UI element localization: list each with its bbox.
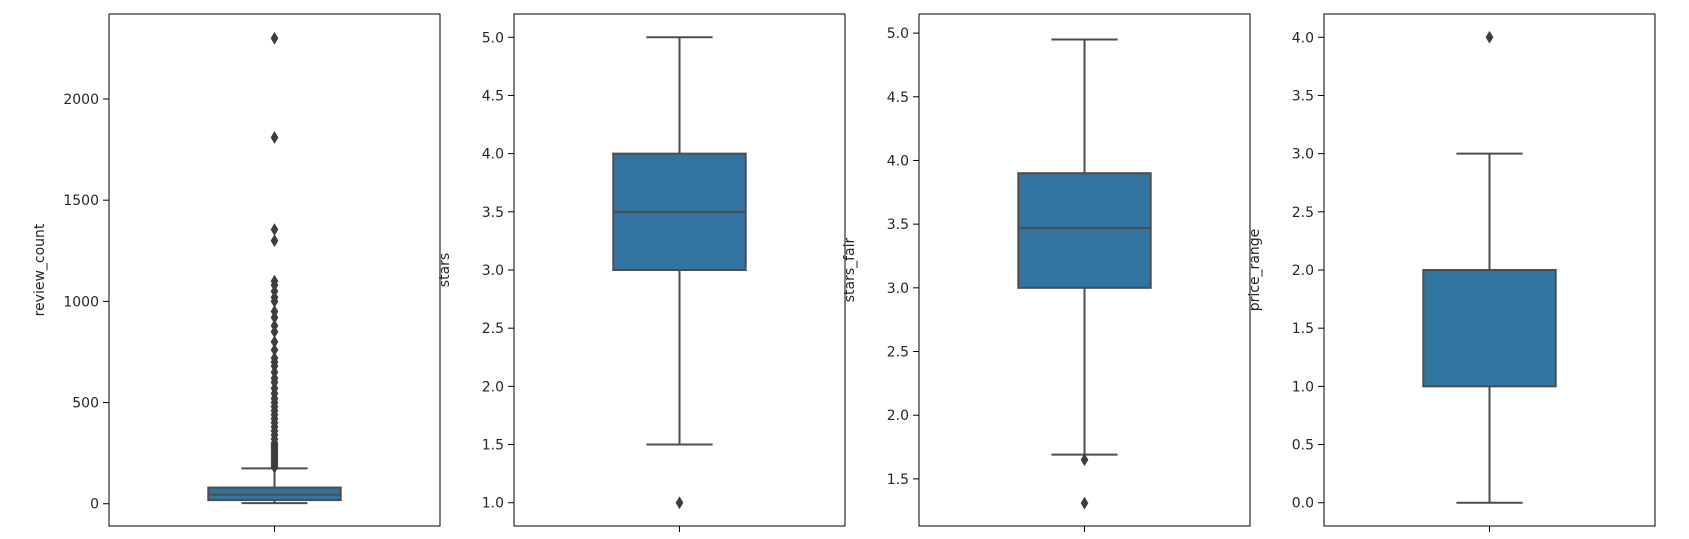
outlier-point	[675, 496, 684, 510]
y-tick-label: 3.5	[482, 205, 504, 221]
outlier-point	[270, 31, 279, 45]
boxplot-panel-1: 0 500 1000 1500 2000 review_count	[32, 13, 441, 532]
y-axis-label: stars_fair	[842, 237, 858, 302]
y-tick-label: 1.0	[482, 496, 504, 512]
y-tick-label: 3.0	[887, 281, 909, 297]
y-axis-label: price_range	[1247, 229, 1263, 312]
y-axis-label: stars	[437, 253, 453, 287]
y-tick-label: 2.5	[887, 345, 909, 361]
outlier-point	[1080, 453, 1089, 467]
y-tick-label: 4.0	[1292, 30, 1314, 46]
boxplot-panel-3: 1.5 2.0 2.5 3.0 3.5 4.0 4.5 5.0 stars_fair	[842, 13, 1251, 532]
outlier-point	[270, 343, 279, 357]
y-tick-label: 1.5	[1292, 321, 1314, 337]
iqr-box	[1422, 269, 1557, 388]
y-tick-label: 2.5	[482, 321, 504, 337]
y-tick-label: 4.5	[482, 88, 504, 104]
y-tick-label: 2.5	[1292, 205, 1314, 221]
outlier-point	[270, 234, 279, 248]
y-tick-label: 4.0	[887, 153, 909, 169]
y-tick-label: 0.0	[1292, 496, 1314, 512]
outlier-point	[270, 305, 279, 318]
iqr-box	[1017, 172, 1152, 289]
boxplot-panel-4: 0.0 0.5 1.0 1.5 2.0 2.5 3.0 3.5 4.0 price_range	[1247, 13, 1656, 532]
y-tick-label: 1000	[63, 294, 99, 310]
y-tick-label: 5.0	[887, 26, 909, 42]
y-tick-label: 2000	[63, 92, 99, 108]
y-tick-label: 2.0	[887, 408, 909, 424]
y-tick-label: 5.0	[482, 30, 504, 46]
y-tick-label: 1500	[63, 193, 99, 209]
outlier-point	[270, 130, 279, 144]
y-tick-label: 3.5	[887, 217, 909, 233]
outlier-point	[1485, 30, 1494, 44]
y-tick-label: 3.5	[1292, 88, 1314, 104]
y-tick-label: 3.0	[1292, 147, 1314, 163]
outlier-point	[270, 274, 279, 288]
y-tick-label: 3.0	[482, 263, 504, 279]
y-tick-label: 0.5	[1292, 438, 1314, 454]
y-tick-label: 2.0	[482, 379, 504, 395]
outlier-point	[270, 223, 279, 237]
y-tick-label: 4.5	[887, 90, 909, 106]
y-tick-label: 1.5	[482, 438, 504, 454]
boxplot-panel-2: 1.0 1.5 2.0 2.5 3.0 3.5 4.0 4.5 5.0 stars	[437, 13, 846, 532]
outlier-point	[1080, 496, 1089, 510]
y-tick-label: 0	[90, 497, 99, 513]
y-tick-label: 500	[72, 396, 99, 412]
y-tick-label: 4.0	[482, 147, 504, 163]
outlier-point	[270, 319, 279, 333]
y-tick-label: 1.0	[1292, 379, 1314, 395]
outlier-point	[270, 351, 279, 365]
y-tick-label: 2.0	[1292, 263, 1314, 279]
outlier-point	[270, 335, 279, 349]
y-tick-label: 1.5	[887, 472, 909, 488]
y-axis-label: review_count	[32, 223, 48, 316]
